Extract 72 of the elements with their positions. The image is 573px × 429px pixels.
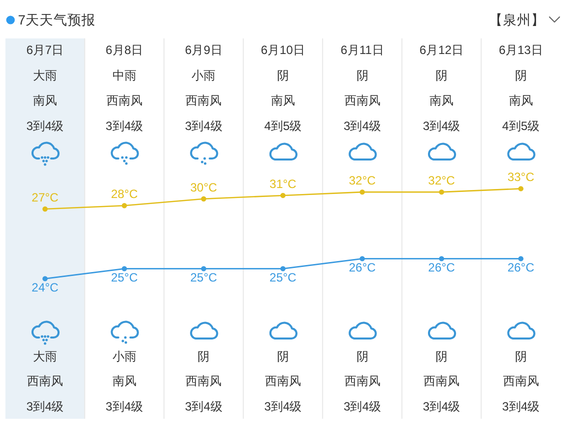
point bbox=[42, 206, 48, 212]
x-tick-label: 6月10日 bbox=[260, 43, 305, 57]
annotation: 西南风 bbox=[186, 94, 222, 108]
annotation: 小雨 bbox=[112, 350, 136, 364]
title: 7天天气预报 bbox=[18, 12, 96, 28]
annotation: 3到4级 bbox=[26, 119, 64, 133]
annotation: 3到4级 bbox=[184, 400, 222, 414]
annotation: 南风 bbox=[430, 94, 454, 108]
data-label: 25°C bbox=[270, 270, 296, 285]
point bbox=[201, 196, 206, 202]
subtitle: 【泉州】 bbox=[489, 12, 545, 28]
annotation: 3到4级 bbox=[106, 400, 144, 414]
x-tick-label: 6月11日 bbox=[340, 43, 384, 57]
annotation: 阴 bbox=[198, 350, 210, 364]
annotation: 阴 bbox=[514, 350, 527, 364]
data-label: 25°C bbox=[190, 270, 218, 285]
annotation: 西南风 bbox=[424, 374, 460, 388]
annotation: 4到5级 bbox=[264, 119, 302, 133]
annotation: 3到4级 bbox=[422, 119, 460, 133]
annotation: 阴 bbox=[356, 68, 368, 83]
point bbox=[360, 189, 365, 195]
x-tick-label: 6月9日 bbox=[184, 43, 222, 57]
annotation: 3到4级 bbox=[422, 400, 460, 414]
point bbox=[438, 189, 444, 195]
annotation: 南风 bbox=[508, 94, 533, 108]
annotation: 阴 bbox=[356, 350, 368, 364]
data-label: 32°C bbox=[428, 174, 455, 188]
annotation: 小雨 bbox=[192, 68, 216, 83]
data-label: 25°C bbox=[110, 270, 138, 285]
annotation: 阴 bbox=[276, 68, 289, 83]
data-label: 26°C bbox=[348, 260, 376, 275]
annotation: 3到4级 bbox=[344, 119, 381, 133]
x-tick-label: 6月12日 bbox=[420, 43, 464, 57]
data-label: 31°C bbox=[270, 176, 296, 191]
annotation: 3到4级 bbox=[26, 400, 64, 414]
annotation: 大雨 bbox=[33, 350, 58, 364]
data-label: 26°C bbox=[507, 260, 534, 275]
annotation: 大雨 bbox=[33, 68, 58, 83]
annotation: 4到5级 bbox=[502, 119, 540, 133]
annotation: 西南风 bbox=[264, 374, 301, 388]
annotation: 西南风 bbox=[27, 374, 64, 388]
data-label: 27°C bbox=[32, 190, 58, 204]
annotation: 西南风 bbox=[502, 374, 539, 388]
data-label: 33°C bbox=[507, 170, 534, 184]
data-label: 26°C bbox=[428, 260, 455, 275]
annotation: 3到4级 bbox=[106, 119, 144, 133]
annotation: 中雨 bbox=[112, 68, 136, 83]
annotation: 西南风 bbox=[186, 374, 222, 388]
annotation: 阴 bbox=[436, 350, 448, 364]
annotation: 南风 bbox=[112, 374, 136, 388]
point bbox=[122, 203, 127, 208]
annotation: 阴 bbox=[276, 350, 289, 364]
data-label: 24°C bbox=[32, 280, 58, 295]
annotation: 3到4级 bbox=[344, 400, 381, 414]
annotation: 南风 bbox=[270, 94, 295, 108]
x-tick-label: 6月8日 bbox=[106, 43, 144, 57]
annotation: 阴 bbox=[436, 68, 448, 83]
x-tick-label: 6月7日 bbox=[26, 43, 64, 57]
x-tick-label: 6月13日 bbox=[498, 43, 543, 57]
annotation: 3到4级 bbox=[502, 400, 540, 414]
point bbox=[518, 186, 524, 192]
data-label: 32°C bbox=[348, 174, 376, 188]
annotation: 南风 bbox=[33, 94, 58, 108]
annotation: 西南风 bbox=[344, 94, 380, 108]
annotation: 3到4级 bbox=[184, 119, 222, 133]
point bbox=[280, 192, 286, 198]
annotation: 阴 bbox=[514, 68, 527, 83]
data-label: 30°C bbox=[190, 180, 218, 194]
annotation: 西南风 bbox=[106, 94, 142, 108]
annotation: 3到4级 bbox=[264, 400, 302, 414]
annotation: 西南风 bbox=[344, 374, 380, 388]
data-label: 28°C bbox=[110, 187, 138, 202]
